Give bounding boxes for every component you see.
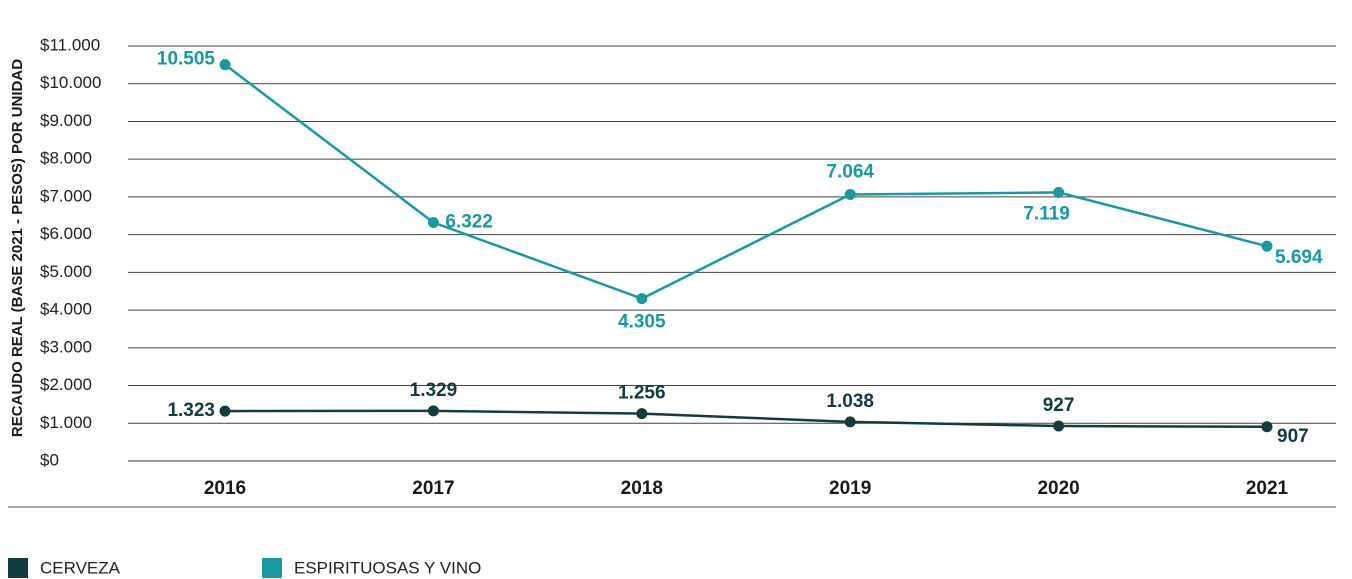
data-label: 1.329 <box>410 380 458 401</box>
y-tick-label: $7.000 <box>40 186 92 205</box>
data-label: 1.323 <box>167 400 215 421</box>
y-axis-title: RECAUDO REAL (BASE 2021 - PESOS) POR UNI… <box>9 59 26 437</box>
data-point <box>219 59 231 71</box>
y-tick-label: $11.000 <box>40 35 100 54</box>
data-label: 927 <box>1043 395 1075 416</box>
data-point <box>844 188 856 200</box>
y-tick-label: $3.000 <box>40 337 92 356</box>
x-tick-label: 2016 <box>204 478 246 499</box>
y-tick-label: $1.000 <box>40 413 92 432</box>
data-point <box>1053 420 1065 432</box>
x-tick-label: 2019 <box>829 478 871 499</box>
x-tick-label: 2021 <box>1246 478 1289 499</box>
data-point <box>1053 186 1065 198</box>
y-tick-label: $2.000 <box>40 375 92 394</box>
data-point <box>427 405 439 417</box>
y-tick-label: $0 <box>40 450 59 469</box>
series-line <box>224 409 1268 429</box>
data-point <box>636 408 648 420</box>
x-tick-label: 2018 <box>621 478 663 499</box>
data-label: 1.038 <box>826 391 874 412</box>
data-label: 10.505 <box>157 49 216 70</box>
data-point <box>219 405 231 417</box>
legend-swatch <box>262 558 282 578</box>
legend-label: ESPIRITUOSAS Y VINO <box>294 558 481 577</box>
y-tick-label: $8.000 <box>40 149 92 168</box>
data-label: 7.119 <box>1023 203 1070 224</box>
data-label: 907 <box>1277 426 1309 447</box>
x-tick-label: 2020 <box>1037 478 1079 499</box>
legend-label: CERVEZA <box>40 558 121 577</box>
data-label: 4.305 <box>618 312 666 333</box>
y-tick-label: $10.000 <box>40 73 101 92</box>
x-tick-label: 2017 <box>412 478 454 499</box>
data-point <box>1261 421 1273 433</box>
data-point <box>844 416 856 428</box>
data-point <box>1261 240 1273 252</box>
data-label: 1.256 <box>618 383 666 404</box>
data-label: 6.322 <box>445 212 493 233</box>
data-label: 5.694 <box>1275 247 1323 268</box>
legend-swatch <box>8 558 28 578</box>
data-label: 7.064 <box>826 162 874 183</box>
y-tick-label: $5.000 <box>40 262 92 281</box>
series-line <box>224 63 1268 300</box>
data-point <box>636 293 648 305</box>
y-tick-label: $9.000 <box>40 111 92 130</box>
y-tick-label: $6.000 <box>40 224 92 243</box>
data-point <box>427 216 439 228</box>
y-tick-label: $4.000 <box>40 300 92 319</box>
